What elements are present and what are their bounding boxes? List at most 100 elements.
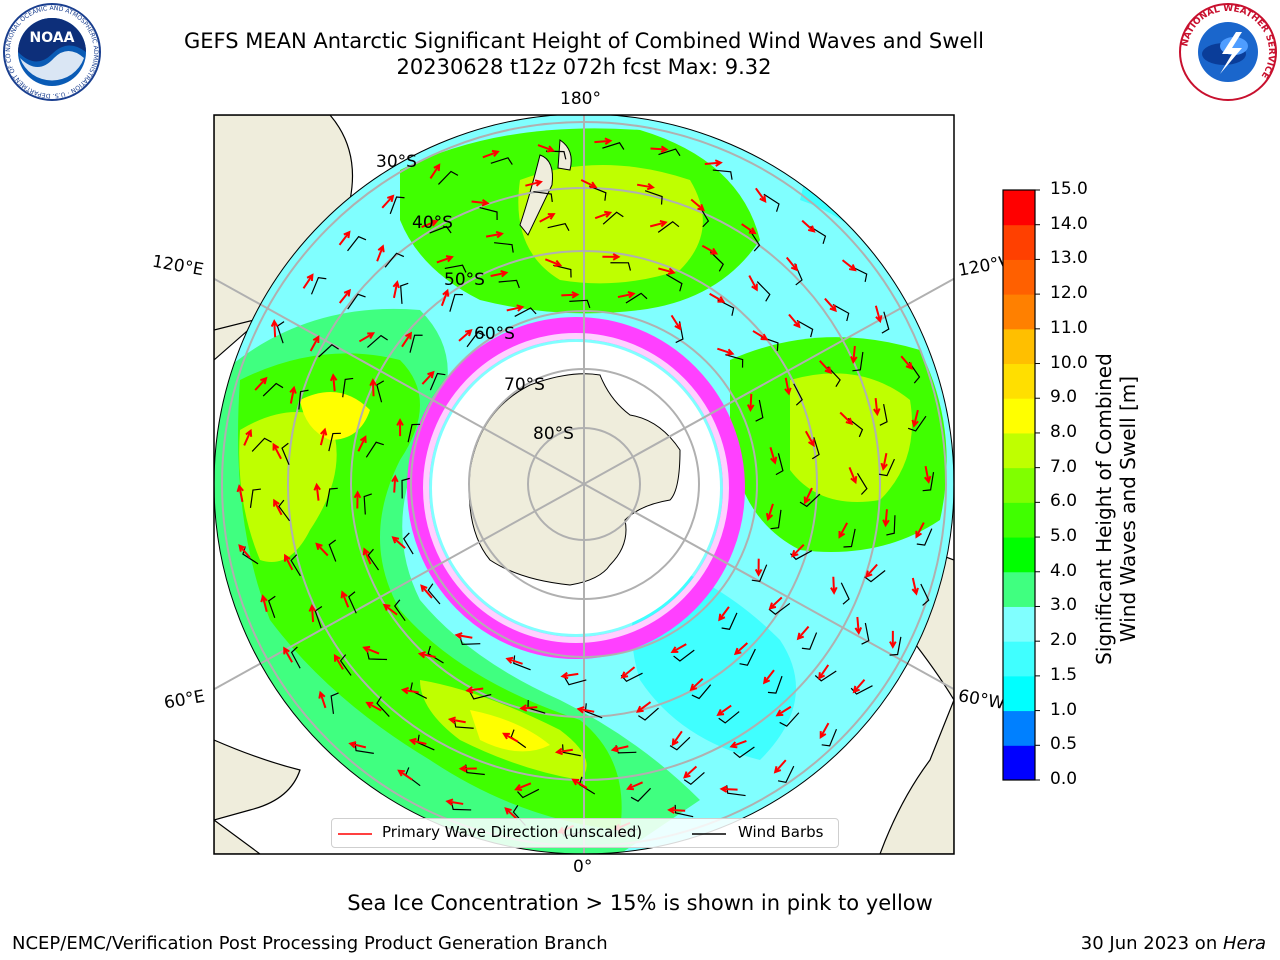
wave-direction-arrow <box>915 522 925 539</box>
wave-direction-arrow <box>733 642 749 656</box>
wind-barb <box>465 764 485 776</box>
wind-barb <box>298 389 309 410</box>
wind-barb <box>584 703 603 719</box>
wind-barb <box>739 648 756 666</box>
lat-label-60s: 60°S <box>474 324 515 344</box>
wind-barb <box>564 677 587 686</box>
wave-direction-arrow <box>854 616 863 636</box>
wave-direction-arrow <box>704 159 723 167</box>
legend-wave-label: Primary Wave Direction (unscaled) <box>382 823 643 841</box>
wave-direction-arrow <box>315 542 329 557</box>
wind-barb <box>775 453 784 476</box>
wave-direction-arrow <box>358 332 376 343</box>
wind-barb <box>725 354 744 368</box>
wave-direction-arrow <box>796 625 810 641</box>
wind-barb <box>602 142 625 150</box>
colorbar-label: Significant Height of Combined Wind Wave… <box>1092 299 1140 719</box>
wave-direction-arrow <box>580 179 598 189</box>
wind-barb <box>814 670 837 682</box>
wind-barb <box>513 655 531 671</box>
wind-barb <box>683 771 705 786</box>
colorbar-tick-label: 2.0 <box>1050 630 1078 651</box>
wave-direction-arrow <box>874 305 883 324</box>
wave-direction-arrow <box>400 686 419 695</box>
wave-direction-arrow <box>381 194 395 209</box>
wave-direction-arrow <box>243 428 253 446</box>
wave-direction-arrow <box>620 666 636 679</box>
wind-barb <box>449 293 463 312</box>
colorbar-segment <box>1003 537 1035 573</box>
wind-barb <box>494 242 514 253</box>
wave-direction-arrow <box>683 765 698 779</box>
wave-direction-arrow <box>458 764 477 773</box>
wave-direction-arrow <box>649 219 668 228</box>
africa-land <box>214 739 301 821</box>
lon-label-180: 180° <box>560 89 601 109</box>
wind-barb <box>569 299 591 309</box>
wave-direction-arrow <box>752 330 769 341</box>
wave-direction-arrow <box>254 376 268 391</box>
wind-barb <box>718 711 740 724</box>
wave-direction-arrow <box>353 490 362 509</box>
wind-barb <box>908 361 921 384</box>
wind-barb <box>850 685 873 695</box>
colorbar-tick-label: 6.0 <box>1050 491 1078 512</box>
wind-barb <box>310 277 327 295</box>
wave-direction-arrow <box>272 442 282 460</box>
wave-direction-arrow <box>717 347 735 356</box>
wind-barb <box>644 190 663 205</box>
wave-direction-arrow <box>236 484 244 503</box>
wind-barb <box>864 570 886 583</box>
wave-direction-arrow <box>765 503 774 522</box>
wave-direction-arrow <box>729 740 747 749</box>
colorbar-tick-label: 15.0 <box>1050 179 1088 199</box>
wind-barb <box>832 304 850 322</box>
wave-direction-arrow <box>502 732 519 743</box>
wave-direction-arrow <box>362 645 380 655</box>
colorbar-tick-label: 4.0 <box>1050 560 1078 581</box>
wind-barb <box>389 196 405 215</box>
wave-direction-arrow <box>401 331 413 348</box>
colorbar-label-line1: Significant Height of Combined <box>1092 353 1116 665</box>
wind-barb <box>384 252 405 268</box>
map-legend: Primary Wave Direction (unscaled) Wind B… <box>331 818 839 848</box>
wind-barb <box>281 442 290 465</box>
wave-direction-arrow <box>755 187 767 203</box>
wave-direction-arrow <box>594 137 613 145</box>
wave-direction-arrow <box>838 522 849 539</box>
wave-arrows <box>236 137 932 834</box>
wind-barb <box>852 351 864 372</box>
wave-direction-arrow <box>773 759 787 774</box>
colorbar-segment <box>1003 294 1035 330</box>
colorbar-segment <box>1003 675 1035 712</box>
wind-barb <box>666 273 683 292</box>
colorbar-tick-label: 3.0 <box>1050 595 1078 616</box>
wind-barb <box>811 437 820 460</box>
wave-direction-arrow <box>309 335 320 352</box>
wind-barb <box>796 319 814 338</box>
wind-barb <box>365 441 384 458</box>
wind-barb <box>768 602 791 615</box>
wave-direction-arrow <box>382 603 398 616</box>
wave-direction-arrow <box>273 498 283 516</box>
colorbar-tick-label: 8.0 <box>1050 421 1078 442</box>
wind-barb <box>674 804 694 818</box>
wave-direction-arrow <box>716 704 732 716</box>
wave-direction-arrow <box>490 270 509 278</box>
wave-direction-arrow <box>841 259 857 272</box>
wave-direction-arrow <box>690 198 705 212</box>
wind-barb <box>733 746 755 759</box>
wave-direction-arrow <box>338 288 351 304</box>
meridian-60e-120w <box>214 277 954 691</box>
wind-barb <box>920 583 930 606</box>
wind-barb <box>290 554 301 577</box>
wave-direction-arrow <box>701 244 719 255</box>
wave-direction-arrow <box>238 544 251 559</box>
wind-barb <box>770 509 782 530</box>
colorbar-segment <box>1003 745 1035 781</box>
wind-barb <box>755 399 764 422</box>
colorbar-tick-label: 13.0 <box>1050 248 1088 269</box>
wind-barb <box>429 225 452 234</box>
wave-direction-arrow <box>396 418 404 437</box>
